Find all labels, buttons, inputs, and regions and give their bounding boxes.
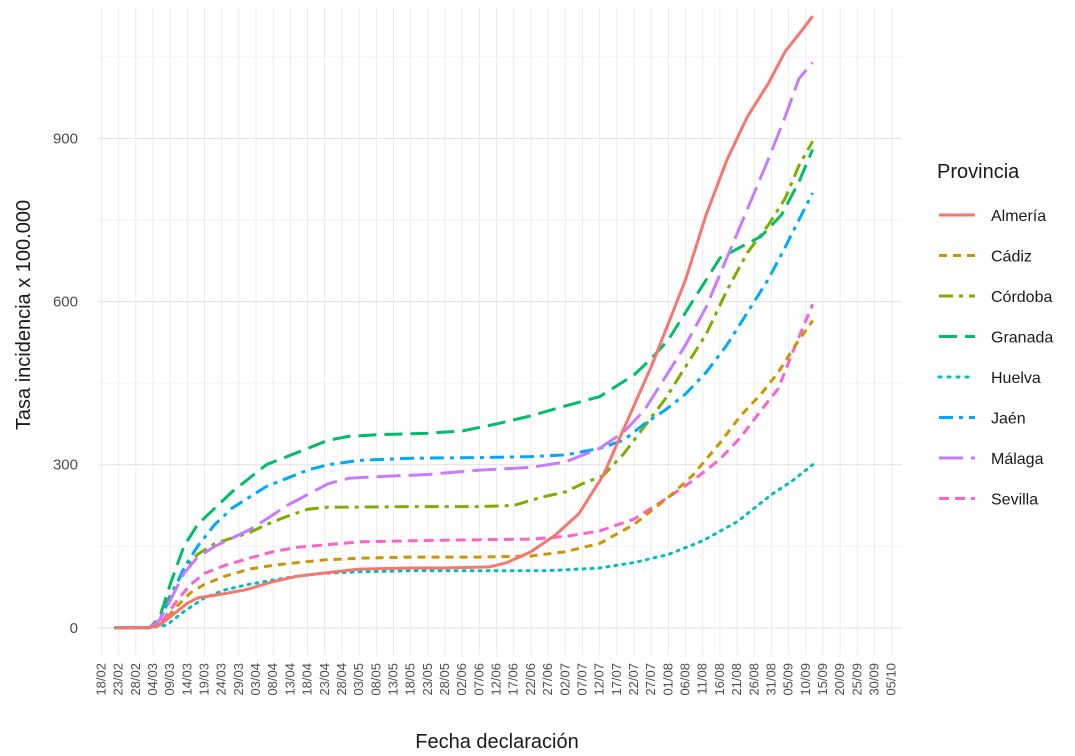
x-tick-label: 03/05 <box>351 663 366 696</box>
x-tick-label: 13/05 <box>385 663 400 696</box>
x-tick-label: 25/09 <box>849 663 864 696</box>
legend-label: Huelva <box>991 370 1041 387</box>
x-tick-label: 29/03 <box>231 663 246 696</box>
legend-title: Provincia <box>937 161 1020 183</box>
legend-label: Sevilla <box>991 492 1038 509</box>
x-axis-title: Fecha declaración <box>415 731 578 753</box>
x-axis-ticks: 18/02 23/02 28/02 04/03 09/03 14/03 19/03 24/03… <box>93 663 898 696</box>
y-axis-ticks: 0 300 600 900 <box>53 130 78 636</box>
legend-label: Córdoba <box>991 289 1052 306</box>
x-tick-label: 28/04 <box>334 663 349 696</box>
series-line <box>115 148 815 630</box>
x-tick-label: 02/06 <box>454 663 469 696</box>
x-tick-label: 01/08 <box>660 663 675 696</box>
y-tick-label: 600 <box>53 294 78 311</box>
x-tick-label: 21/08 <box>729 663 744 696</box>
x-tick-label: 22/07 <box>626 663 641 696</box>
x-tick-label: 08/05 <box>368 663 383 696</box>
legend-label: Granada <box>991 330 1053 347</box>
x-tick-label: 08/04 <box>265 663 280 696</box>
x-tick-label: 12/06 <box>489 663 504 696</box>
x-tick-label: 11/08 <box>695 663 710 695</box>
series-line <box>115 140 815 630</box>
x-tick-label: 03/04 <box>248 663 263 696</box>
y-tick-label: 300 <box>53 457 78 474</box>
x-tick-label: 30/09 <box>867 663 882 696</box>
series-lines <box>113 15 815 630</box>
x-tick-label: 23/04 <box>317 663 332 696</box>
x-tick-label: 05/10 <box>884 663 899 696</box>
x-tick-label: 18/04 <box>300 663 315 696</box>
x-tick-label: 22/06 <box>523 663 538 696</box>
x-tick-label: 17/07 <box>609 663 624 696</box>
x-tick-label: 07/06 <box>471 663 486 696</box>
series-line <box>115 192 815 630</box>
x-tick-label: 27/06 <box>540 663 555 696</box>
x-tick-label: 20/09 <box>832 663 847 696</box>
legend-label: Málaga <box>991 451 1044 468</box>
x-tick-label: 26/08 <box>746 663 761 696</box>
legend-label: Almería <box>991 208 1046 225</box>
x-tick-label: 10/09 <box>798 663 813 696</box>
y-tick-label: 900 <box>53 130 78 147</box>
x-tick-label: 23/05 <box>420 663 435 696</box>
x-tick-label: 23/02 <box>111 663 126 696</box>
x-tick-label: 16/08 <box>712 663 727 696</box>
x-tick-label: 18/02 <box>93 663 108 696</box>
series-line <box>115 15 814 630</box>
x-tick-label: 15/09 <box>815 663 830 696</box>
legend-label: Cádiz <box>991 249 1032 266</box>
x-tick-label: 31/08 <box>763 663 778 696</box>
y-tick-label: 0 <box>70 620 78 637</box>
series-line <box>115 319 814 630</box>
series-line <box>115 61 814 630</box>
x-tick-label: 12/07 <box>592 663 607 696</box>
x-tick-label: 02/07 <box>557 663 572 696</box>
x-tick-label: 07/07 <box>574 663 589 696</box>
x-tick-label: 13/04 <box>282 663 297 696</box>
series-line <box>113 463 815 630</box>
x-tick-label: 14/03 <box>179 663 194 696</box>
y-axis-title: Tasa incidencia x 100.000 <box>13 200 35 430</box>
legend: Provincia Almería Cádiz Córdoba Granada Huel… <box>937 161 1053 509</box>
x-tick-label: 04/03 <box>145 663 160 696</box>
legend-label: Jaén <box>991 411 1026 428</box>
x-tick-label: 28/02 <box>128 663 143 696</box>
x-tick-label: 09/03 <box>162 663 177 696</box>
x-tick-label: 28/05 <box>437 663 452 696</box>
x-tick-label: 24/03 <box>214 663 229 696</box>
x-tick-label: 18/05 <box>403 663 418 696</box>
x-tick-label: 19/03 <box>197 663 212 696</box>
x-tick-label: 05/09 <box>781 663 796 696</box>
x-tick-label: 06/08 <box>678 663 693 696</box>
series-line <box>115 303 815 630</box>
legend-items: Almería Cádiz Córdoba Granada Huelva Jaén Mála… <box>937 208 1053 509</box>
x-tick-label: 27/07 <box>643 663 658 696</box>
x-tick-label: 17/06 <box>506 663 521 696</box>
